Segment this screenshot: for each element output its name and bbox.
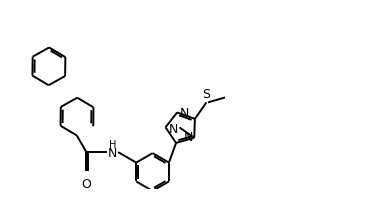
Text: S: S: [202, 88, 210, 101]
Text: O: O: [82, 177, 92, 190]
Text: N: N: [180, 106, 189, 119]
Text: H: H: [108, 140, 116, 150]
Text: N: N: [108, 146, 117, 159]
Text: N: N: [183, 130, 193, 143]
Text: N: N: [168, 122, 178, 135]
